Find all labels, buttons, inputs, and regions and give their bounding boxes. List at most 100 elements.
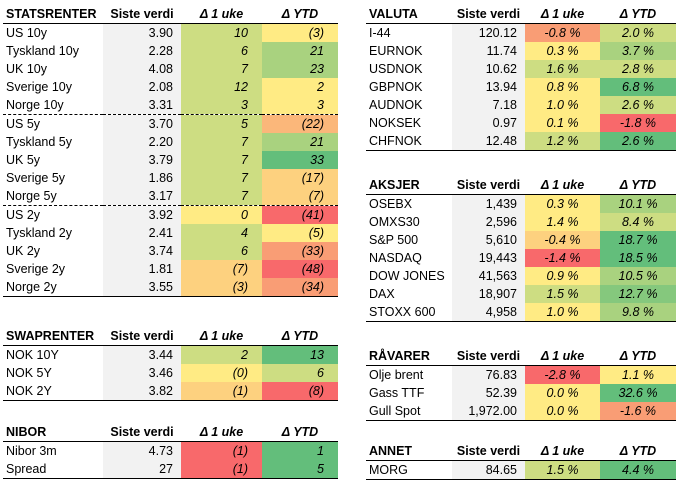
last-value-cell: 13.94 bbox=[452, 78, 525, 96]
last-value-cell: 1,439 bbox=[452, 194, 525, 213]
last-value-cell: 2.41 bbox=[103, 224, 181, 242]
table-row: GBPNOK 13.94 0.8 % 6.8 % bbox=[366, 78, 676, 96]
last-value-cell: 27 bbox=[103, 460, 181, 479]
table-row: MORG 84.65 1.5 % 4.4 % bbox=[366, 460, 676, 480]
table-row: US 5y 3.70 5 (22) bbox=[3, 114, 338, 133]
swaprenter-table: SWAPRENTER Siste verdi Δ 1 uke Δ YTD NOK 10Y… bbox=[3, 327, 338, 401]
change-ytd-cell: (5) bbox=[262, 224, 338, 242]
table-row: NOKSEK 0.97 0.1 % -1.8 % bbox=[366, 114, 676, 132]
last-value-cell: 3.17 bbox=[103, 187, 181, 206]
table-row: US 2y 3.92 0 (41) bbox=[3, 205, 338, 224]
change-week-cell: 0.8 % bbox=[525, 78, 600, 96]
change-ytd-cell: 32.6 % bbox=[600, 384, 676, 402]
change-week-cell: 0 bbox=[181, 205, 262, 224]
row-label: S&P 500 bbox=[369, 233, 419, 247]
change-week-cell: 0.1 % bbox=[525, 114, 600, 132]
last-value-cell: 3.82 bbox=[103, 382, 181, 401]
col-header-change-week: Δ 1 uke bbox=[525, 176, 600, 195]
row-label: OMXS30 bbox=[369, 215, 420, 229]
table-row: CHFNOK 12.48 1.2 % 2.6 % bbox=[366, 132, 676, 151]
change-ytd-cell: 21 bbox=[262, 42, 338, 60]
last-value-cell: 11.74 bbox=[452, 42, 525, 60]
last-value-cell: 76.83 bbox=[452, 365, 525, 384]
change-week-cell: 7 bbox=[181, 60, 262, 78]
last-value-cell: 3.90 bbox=[103, 23, 181, 42]
change-week-cell: 7 bbox=[181, 133, 262, 151]
change-ytd-cell: 12.7 % bbox=[600, 285, 676, 303]
table-row: Sverige 10y 2.08 12 2 bbox=[3, 78, 338, 96]
last-value-cell: 2.28 bbox=[103, 42, 181, 60]
section-title: STATSRENTER bbox=[3, 5, 103, 24]
change-ytd-cell: 8.4 % bbox=[600, 213, 676, 231]
row-label: NOK 5Y bbox=[6, 366, 52, 380]
col-header-change-week: Δ 1 uke bbox=[181, 327, 262, 346]
last-value-cell: 10.62 bbox=[452, 60, 525, 78]
nibor-header-row: NIBOR Siste verdi Δ 1 uke Δ YTD bbox=[3, 423, 338, 442]
valuta-table: VALUTA Siste verdi Δ 1 uke Δ YTD I-44 120.12-… bbox=[366, 5, 676, 151]
row-label: Tyskland 2y bbox=[6, 226, 73, 240]
last-value-cell: 4.73 bbox=[103, 441, 181, 460]
change-week-cell: 1.5 % bbox=[525, 285, 600, 303]
table-row: US 10y 3.90 10 (3) bbox=[3, 23, 338, 42]
row-label: US 10y bbox=[6, 26, 47, 40]
last-value-cell: 3.46 bbox=[103, 364, 181, 382]
last-value-cell: 3.55 bbox=[103, 278, 181, 297]
change-ytd-cell: (41) bbox=[262, 205, 338, 224]
col-header-change-week: Δ 1 uke bbox=[181, 423, 262, 442]
last-value-cell: 120.12 bbox=[452, 23, 525, 42]
change-ytd-cell: 18.5 % bbox=[600, 249, 676, 267]
col-header-change-week: Δ 1 uke bbox=[525, 5, 600, 24]
last-value-cell: 3.70 bbox=[103, 114, 181, 133]
last-value-cell: 4.08 bbox=[103, 60, 181, 78]
col-header-last-value: Siste verdi bbox=[103, 423, 181, 442]
section-title: AKSJER bbox=[366, 176, 452, 195]
change-week-cell: 1.4 % bbox=[525, 213, 600, 231]
last-value-cell: 4,958 bbox=[452, 303, 525, 322]
section-title: VALUTA bbox=[366, 5, 452, 24]
change-ytd-cell: 10.5 % bbox=[600, 267, 676, 285]
change-week-cell: 7 bbox=[181, 169, 262, 187]
col-header-last-value: Siste verdi bbox=[452, 176, 525, 195]
row-label: Sverige 5y bbox=[6, 171, 66, 185]
table-row: NASDAQ 19,443 -1.4 % 18.5 % bbox=[366, 249, 676, 267]
change-ytd-cell: 21 bbox=[262, 133, 338, 151]
row-label: MORG bbox=[366, 460, 452, 480]
annet-header-row: ANNET Siste verdi Δ 1 uke Δ YTD bbox=[366, 442, 676, 461]
table-row: NOK 10Y 3.44 2 13 bbox=[3, 345, 338, 364]
row-label: Tyskland 5y bbox=[6, 135, 73, 149]
row-label: NOKSEK bbox=[369, 116, 422, 130]
row-label: DOW JONES bbox=[369, 269, 445, 283]
change-ytd-cell: (8) bbox=[262, 382, 338, 401]
table-row: I-44 120.12 -0.8 % 2.0 % bbox=[366, 23, 676, 42]
change-week-cell: 6 bbox=[181, 242, 262, 260]
row-label: USDNOK bbox=[369, 62, 423, 76]
last-value-cell: 7.18 bbox=[452, 96, 525, 114]
ravarer-header-row: RÅVARER Siste verdi Δ 1 uke Δ YTD bbox=[366, 347, 676, 366]
col-header-change-ytd: Δ YTD bbox=[262, 5, 338, 24]
change-week-cell: 1.0 % bbox=[525, 96, 600, 114]
last-value-cell: 1.81 bbox=[103, 260, 181, 278]
last-value-cell: 1.86 bbox=[103, 169, 181, 187]
change-ytd-cell: 5 bbox=[262, 460, 338, 479]
aksjer-table: AKSJER Siste verdi Δ 1 uke Δ YTD OSEBX 1,439 0… bbox=[366, 176, 676, 322]
row-label: STOXX 600 bbox=[366, 303, 452, 322]
change-week-cell: 0.3 % bbox=[525, 42, 600, 60]
col-header-last-value: Siste verdi bbox=[452, 5, 525, 24]
col-header-last-value: Siste verdi bbox=[103, 327, 181, 346]
change-week-cell: -2.8 % bbox=[525, 365, 600, 384]
table-row: NOK 5Y 3.46 (0) 6 bbox=[3, 364, 338, 382]
row-label: GBPNOK bbox=[369, 80, 423, 94]
row-label: NOK 10Y bbox=[6, 348, 59, 362]
change-ytd-cell: 3.7 % bbox=[600, 42, 676, 60]
row-label: NASDAQ bbox=[369, 251, 422, 265]
change-ytd-cell: 9.8 % bbox=[600, 303, 676, 322]
row-label: Spread bbox=[3, 460, 103, 479]
last-value-cell: 3.74 bbox=[103, 242, 181, 260]
change-week-cell: 0.0 % bbox=[525, 402, 600, 421]
section-title: RÅVARER bbox=[366, 347, 452, 366]
change-week-cell: 2 bbox=[181, 345, 262, 364]
last-value-cell: 0.97 bbox=[452, 114, 525, 132]
change-week-cell: 1.2 % bbox=[525, 132, 600, 151]
col-header-last-value: Siste verdi bbox=[452, 442, 525, 461]
row-label: US 2y bbox=[3, 205, 103, 224]
